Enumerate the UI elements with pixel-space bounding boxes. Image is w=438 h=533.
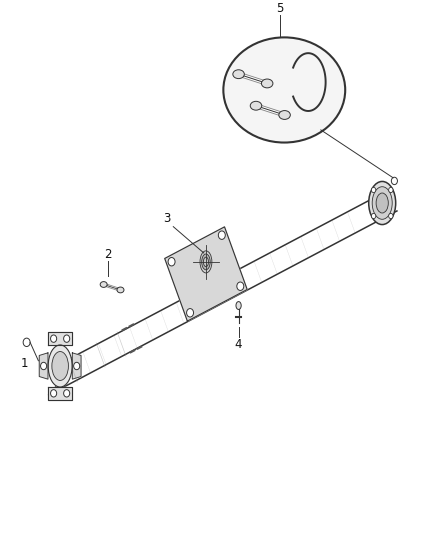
Ellipse shape: [202, 254, 210, 270]
Ellipse shape: [376, 193, 389, 213]
Polygon shape: [72, 353, 81, 379]
Ellipse shape: [250, 101, 262, 110]
Circle shape: [64, 390, 70, 397]
Circle shape: [50, 335, 57, 342]
Ellipse shape: [48, 345, 72, 387]
Ellipse shape: [100, 281, 107, 287]
Circle shape: [74, 362, 80, 370]
Circle shape: [371, 188, 376, 192]
Text: 3: 3: [163, 212, 170, 225]
Circle shape: [64, 335, 70, 342]
Polygon shape: [48, 387, 72, 400]
Ellipse shape: [236, 302, 241, 310]
Ellipse shape: [203, 257, 208, 266]
Ellipse shape: [279, 110, 290, 119]
Text: 4: 4: [235, 338, 242, 351]
Text: 5: 5: [276, 2, 284, 15]
Ellipse shape: [261, 79, 273, 88]
Ellipse shape: [200, 251, 212, 273]
Ellipse shape: [117, 287, 124, 293]
Ellipse shape: [223, 37, 345, 142]
Text: 2: 2: [104, 247, 112, 261]
Circle shape: [237, 282, 244, 290]
Text: 1: 1: [21, 357, 28, 370]
Ellipse shape: [233, 70, 244, 78]
Circle shape: [389, 188, 393, 192]
Circle shape: [187, 309, 194, 317]
Polygon shape: [48, 332, 72, 345]
Circle shape: [389, 213, 393, 219]
Circle shape: [41, 362, 47, 370]
Circle shape: [371, 213, 376, 219]
Ellipse shape: [372, 187, 392, 219]
Polygon shape: [39, 353, 48, 379]
Polygon shape: [165, 227, 247, 321]
Circle shape: [218, 231, 225, 239]
Circle shape: [50, 390, 57, 397]
Ellipse shape: [369, 181, 396, 224]
Ellipse shape: [52, 352, 68, 381]
Circle shape: [168, 257, 175, 266]
